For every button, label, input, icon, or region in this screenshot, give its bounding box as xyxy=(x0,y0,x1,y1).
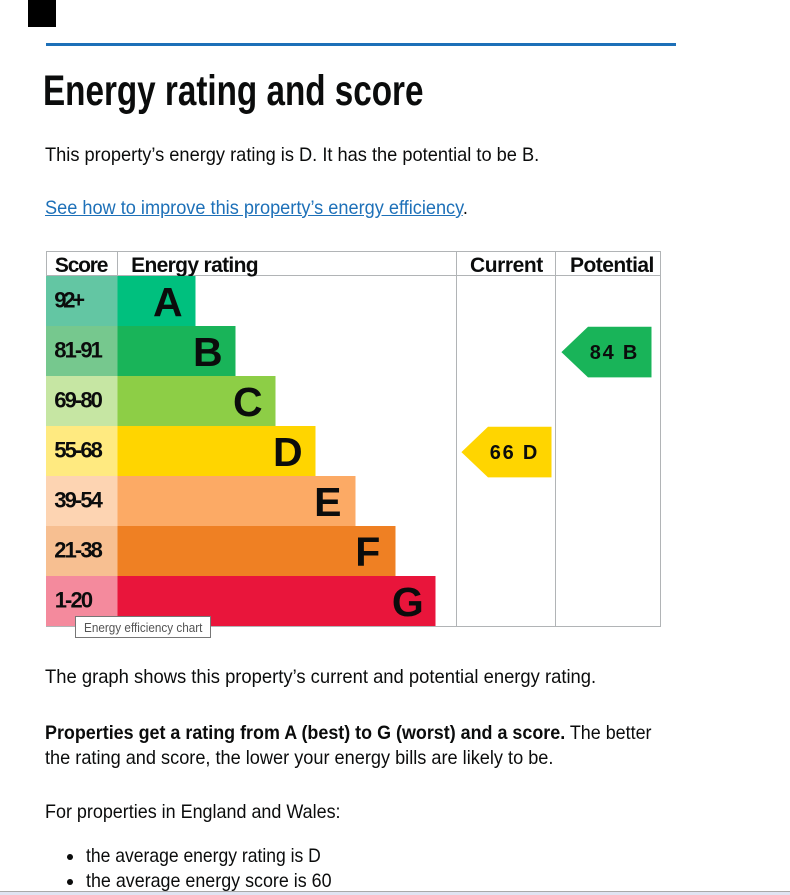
svg-text:Score: Score xyxy=(54,254,108,277)
svg-text:Potential: Potential xyxy=(570,254,654,277)
svg-text:21-38: 21-38 xyxy=(54,538,103,563)
svg-text:Energy rating: Energy rating xyxy=(131,254,259,277)
svg-text:C: C xyxy=(232,379,262,425)
svg-text:55-68: 55-68 xyxy=(54,438,103,463)
svg-text:92+: 92+ xyxy=(54,288,85,313)
svg-text:66: 66 xyxy=(489,442,513,464)
svg-text:D: D xyxy=(522,442,536,464)
svg-text:B: B xyxy=(192,329,222,375)
svg-text:84: 84 xyxy=(589,342,614,364)
svg-text:B: B xyxy=(622,342,636,364)
svg-text:E: E xyxy=(314,479,341,525)
svg-text:D: D xyxy=(272,429,302,475)
svg-text:G: G xyxy=(391,579,423,625)
svg-text:F: F xyxy=(355,529,380,575)
svg-text:1-20: 1-20 xyxy=(54,588,92,613)
svg-text:39-54: 39-54 xyxy=(54,488,103,513)
svg-text:69-80: 69-80 xyxy=(54,388,103,413)
svg-text:Current: Current xyxy=(470,254,543,277)
svg-text:A: A xyxy=(152,279,182,325)
svg-text:81-91: 81-91 xyxy=(54,338,103,363)
